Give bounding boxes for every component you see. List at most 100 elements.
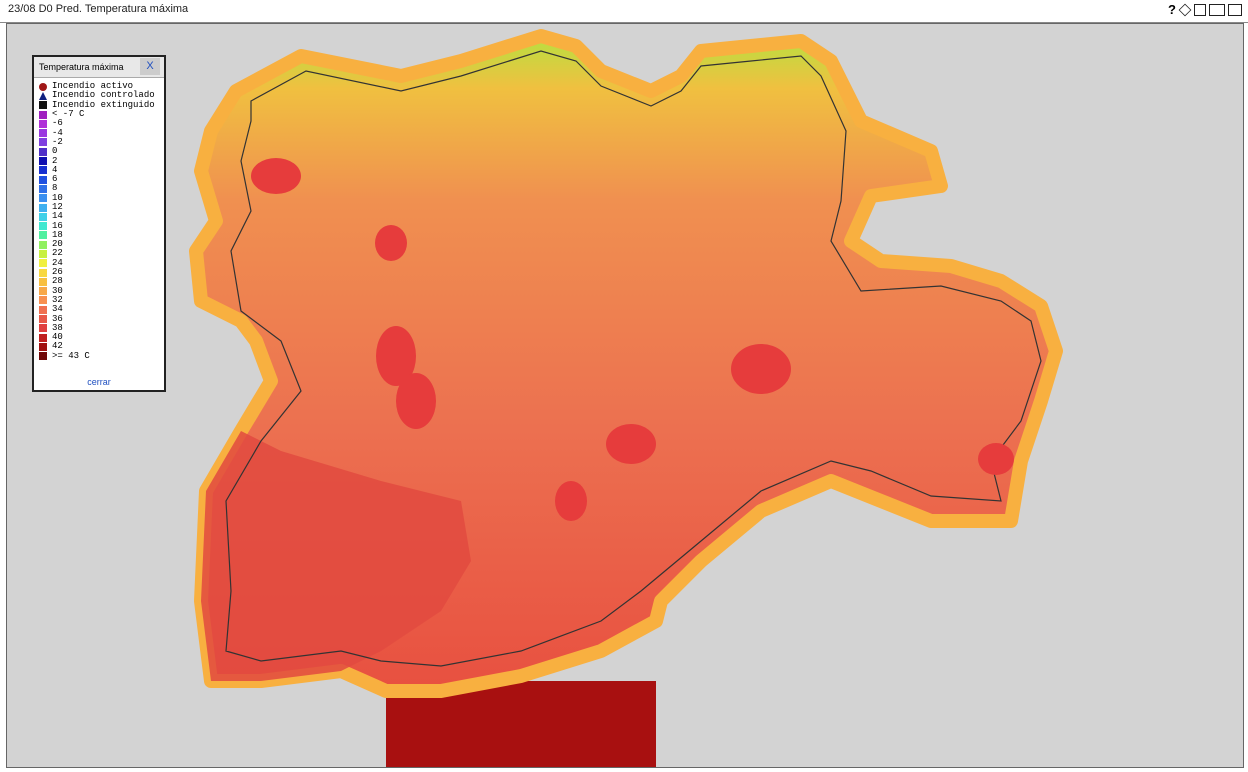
legend-swatch — [39, 277, 47, 286]
legend-label: 26 — [52, 267, 63, 278]
legend-item: 24 — [39, 257, 155, 268]
legend-header: Temperatura máxima X — [34, 57, 164, 78]
map — [189, 29, 1063, 767]
legend-swatch — [39, 240, 47, 249]
window-button[interactable] — [1228, 3, 1242, 16]
legend-item: 20 — [39, 240, 155, 249]
legend-label: Incendio extinguido — [52, 99, 155, 110]
legend-label: 2 — [52, 155, 58, 166]
legend-swatch — [39, 175, 47, 184]
legend-swatch — [39, 352, 47, 361]
legend-swatch — [39, 268, 47, 277]
legend-item: 8 — [39, 184, 155, 193]
legend-item: 10 — [39, 192, 155, 203]
legend-swatch — [39, 287, 47, 296]
legend-label: 18 — [52, 229, 63, 240]
legend-item: 22 — [39, 249, 155, 258]
legend-item: 38 — [39, 323, 155, 333]
legend-title: Temperatura máxima — [39, 62, 124, 72]
legend-item: >= 43 C — [39, 350, 155, 361]
legend-item: 26 — [39, 268, 155, 277]
legend-label: 36 — [52, 313, 63, 324]
legend-item: -6 — [39, 119, 155, 128]
legend-swatch — [39, 138, 47, 147]
legend-label: 4 — [52, 164, 58, 175]
legend-swatch — [39, 305, 47, 314]
legend-label: 30 — [52, 285, 63, 296]
toolbar: ? — [1168, 2, 1242, 17]
legend-item: 6 — [39, 175, 155, 184]
legend-label: 22 — [52, 248, 63, 259]
legend-swatch — [39, 231, 47, 240]
legend-label: Incendio activo — [52, 81, 134, 92]
legend-label: 42 — [52, 341, 63, 352]
legend-swatch — [39, 157, 47, 166]
legend-swatch — [39, 203, 47, 212]
legend-label: Incendio controlado — [52, 90, 155, 101]
legend-label: 8 — [52, 183, 58, 194]
legend-swatch — [39, 212, 47, 221]
legend-label: 12 — [52, 202, 63, 212]
legend-item: 28 — [39, 277, 155, 286]
legend-swatch — [39, 184, 47, 193]
legend-item: 14 — [39, 212, 155, 221]
legend-swatch — [39, 129, 47, 138]
legend-label: 6 — [52, 174, 58, 185]
legend-label: 16 — [52, 220, 63, 231]
legend-item: Incendio activo — [39, 82, 155, 91]
legend-swatch — [39, 222, 47, 231]
legend-label: 14 — [52, 211, 63, 222]
legend-label: -4 — [52, 127, 63, 138]
legend-swatch — [39, 249, 47, 258]
legend-swatch — [39, 342, 47, 351]
legend-label: -2 — [52, 136, 63, 147]
legend-swatch — [39, 110, 47, 119]
close-link[interactable]: cerrar — [87, 377, 111, 387]
map-area — [6, 23, 1244, 768]
legend-panel: Temperatura máxima X Incendio activo Ince… — [32, 55, 166, 392]
legend-item: 34 — [39, 305, 155, 314]
legend-swatch — [39, 296, 47, 305]
legend-swatch — [39, 194, 47, 203]
legend-label: 20 — [52, 239, 63, 250]
download-button[interactable] — [1194, 3, 1206, 16]
table-button[interactable] — [1209, 3, 1225, 16]
help-button[interactable]: ? — [1168, 2, 1176, 17]
legend-label: >= 43 C — [52, 350, 90, 361]
legend-label: 40 — [52, 332, 63, 343]
legend-item: 40 — [39, 333, 155, 342]
legend-swatch — [39, 147, 47, 156]
hot-zone — [201, 431, 471, 681]
legend-label: 24 — [52, 257, 63, 268]
legend-swatch — [39, 101, 47, 110]
legend-label: 28 — [52, 276, 63, 287]
close-button[interactable]: X — [140, 58, 160, 75]
legend-label: 32 — [52, 294, 63, 305]
legend-items: Incendio activo Incendio controlado Incend… — [39, 82, 155, 361]
legend-swatch — [39, 324, 47, 333]
legend-label: -6 — [52, 118, 63, 129]
legend-swatch — [39, 333, 47, 342]
border — [225, 50, 1042, 667]
legend-label: 10 — [52, 192, 63, 203]
legend-label: 0 — [52, 146, 58, 157]
legend-item: 18 — [39, 229, 155, 240]
title: 23/08 D0 Pred. Temperatura máxima — [8, 3, 189, 15]
legend-item: 4 — [39, 164, 155, 175]
legend-item: 16 — [39, 220, 155, 231]
legend-item: 30 — [39, 285, 155, 296]
legend-label: < -7 C — [52, 109, 85, 120]
legend-item: 0 — [39, 147, 155, 156]
legend-item: -2 — [39, 136, 155, 147]
legend-item: -4 — [39, 127, 155, 138]
legend-swatch — [39, 82, 47, 91]
legend-item: 36 — [39, 313, 155, 324]
layers-button[interactable] — [1178, 3, 1192, 16]
legend-item: Incendio controlado — [39, 91, 155, 100]
legend-label: 34 — [52, 304, 63, 315]
legend-item: 32 — [39, 294, 155, 305]
legend-item: < -7 C — [39, 110, 155, 119]
legend-swatch — [39, 91, 47, 100]
title-bar: 23/08 D0 Pred. Temperatura máxima ? — [0, 0, 1248, 23]
